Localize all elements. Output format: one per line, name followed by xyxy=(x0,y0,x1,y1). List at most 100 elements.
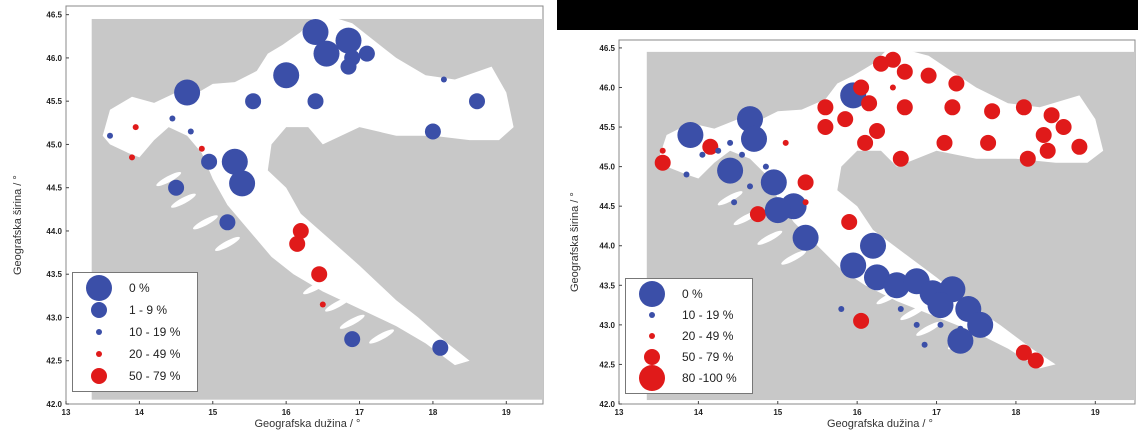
data-point-red xyxy=(311,266,328,283)
data-point-blue xyxy=(737,106,763,133)
x-tick-label: 15 xyxy=(773,408,782,417)
data-point-blue xyxy=(860,232,886,259)
island xyxy=(192,215,218,230)
data-point-red xyxy=(837,111,854,128)
data-point-blue xyxy=(313,40,340,67)
data-point-blue xyxy=(302,19,329,45)
island xyxy=(916,321,942,336)
legend-swatch xyxy=(91,368,107,384)
y-tick-label: 42.0 xyxy=(46,400,62,409)
legend-swatch xyxy=(91,302,107,318)
y-tick-label: 42.5 xyxy=(46,357,62,366)
data-point-red xyxy=(896,63,913,80)
y-tick-label: 42.5 xyxy=(599,360,615,369)
data-point-blue xyxy=(840,252,867,279)
data-point-red xyxy=(1019,150,1036,167)
data-point-red xyxy=(659,147,666,154)
data-point-red xyxy=(817,99,834,116)
data-point-blue xyxy=(792,224,819,251)
data-point-red xyxy=(857,134,874,151)
legend-row: 10 - 19 % xyxy=(626,306,752,326)
data-point-red xyxy=(319,301,326,308)
data-point-blue xyxy=(201,153,218,170)
data-point-blue xyxy=(764,197,791,224)
y-tick-label: 44.5 xyxy=(599,202,615,211)
data-point-blue xyxy=(747,183,753,190)
x-tick-label: 18 xyxy=(1011,408,1020,417)
legend-swatch xyxy=(86,275,112,301)
data-point-red xyxy=(702,138,719,155)
data-point-blue xyxy=(838,306,845,312)
data-point-red xyxy=(1015,344,1032,361)
data-point-blue xyxy=(273,62,300,89)
data-point-red xyxy=(292,223,309,239)
data-point-blue xyxy=(760,169,787,196)
y-tick-label: 44.0 xyxy=(46,227,62,236)
data-point-red xyxy=(782,139,789,146)
data-point-blue xyxy=(967,311,994,338)
left-y-axis-label: Geografska širina / ° xyxy=(12,175,24,275)
x-tick-label: 19 xyxy=(502,408,511,417)
data-point-blue xyxy=(344,331,361,348)
legend-label: 50 - 79 % xyxy=(129,369,181,383)
data-point-red xyxy=(198,145,205,152)
x-tick-label: 14 xyxy=(135,408,144,417)
legend-swatch xyxy=(644,349,660,365)
y-tick-label: 46.5 xyxy=(46,11,62,20)
data-point-blue xyxy=(187,128,194,135)
data-point-red xyxy=(1071,138,1088,155)
x-tick-label: 13 xyxy=(615,408,624,417)
data-point-blue xyxy=(469,93,485,110)
data-point-blue xyxy=(683,171,690,178)
y-tick-label: 45.5 xyxy=(46,97,62,106)
legend-row: 80 -100 % xyxy=(626,365,752,391)
data-point-blue xyxy=(335,27,362,54)
x-tick-label: 17 xyxy=(932,408,941,417)
legend-row: 0 % xyxy=(626,281,752,307)
legend-label: 80 -100 % xyxy=(682,371,737,385)
legend-swatch xyxy=(649,312,655,318)
right-map-legend: 0 % 10 - 19 % 20 - 49 % 50 - 79 % 80 -100 % xyxy=(625,278,753,394)
data-point-red xyxy=(980,134,997,151)
y-tick-label: 44.0 xyxy=(599,242,615,251)
data-point-blue xyxy=(883,272,910,299)
right-x-axis-label: Geografska dužina / ° xyxy=(827,418,933,430)
data-point-blue xyxy=(221,148,248,175)
legend-swatch xyxy=(639,365,665,391)
data-point-blue xyxy=(107,132,113,139)
data-point-blue xyxy=(913,321,920,328)
data-point-red xyxy=(1043,107,1060,124)
data-point-blue xyxy=(174,79,201,106)
data-point-blue xyxy=(219,214,236,231)
island xyxy=(369,329,394,344)
data-point-blue xyxy=(168,179,185,196)
data-point-red xyxy=(802,199,809,206)
panel-divider xyxy=(549,0,557,436)
top-black-bar xyxy=(557,0,1138,30)
legend-swatch xyxy=(96,329,102,335)
data-point-blue xyxy=(440,76,447,83)
island xyxy=(717,191,743,206)
data-point-blue xyxy=(741,125,767,152)
right-map-plot: 13 14 15 16 17 18 19 42.0 42.5 43.0 43.5 44.0 44.5 45… xyxy=(599,39,1136,417)
data-point-blue xyxy=(677,122,704,148)
y-tick-label: 46.5 xyxy=(599,44,615,53)
left-map-panel: 13 14 15 16 17 18 19 42.0 42.5 43.0 43.5 44.0 44.5 45… xyxy=(0,0,548,436)
legend-label: 20 - 49 % xyxy=(682,329,734,343)
data-point-red xyxy=(892,150,909,167)
y-tick-label: 46.0 xyxy=(599,83,615,92)
data-point-red xyxy=(884,51,901,68)
data-point-red xyxy=(841,214,858,230)
legend-row: 50 - 79 % xyxy=(626,348,752,368)
data-point-blue xyxy=(432,339,449,356)
data-point-red xyxy=(869,123,885,139)
x-tick-label: 16 xyxy=(282,408,291,417)
croatia-land xyxy=(658,47,1104,369)
y-tick-label: 43.0 xyxy=(599,321,615,330)
data-point-blue xyxy=(307,93,324,110)
legend-row: 1 - 9 % xyxy=(73,301,197,321)
data-point-red xyxy=(1035,127,1052,143)
y-tick-label: 42.0 xyxy=(599,400,615,409)
y-tick-label: 45.5 xyxy=(599,123,615,132)
data-point-red xyxy=(920,67,937,84)
